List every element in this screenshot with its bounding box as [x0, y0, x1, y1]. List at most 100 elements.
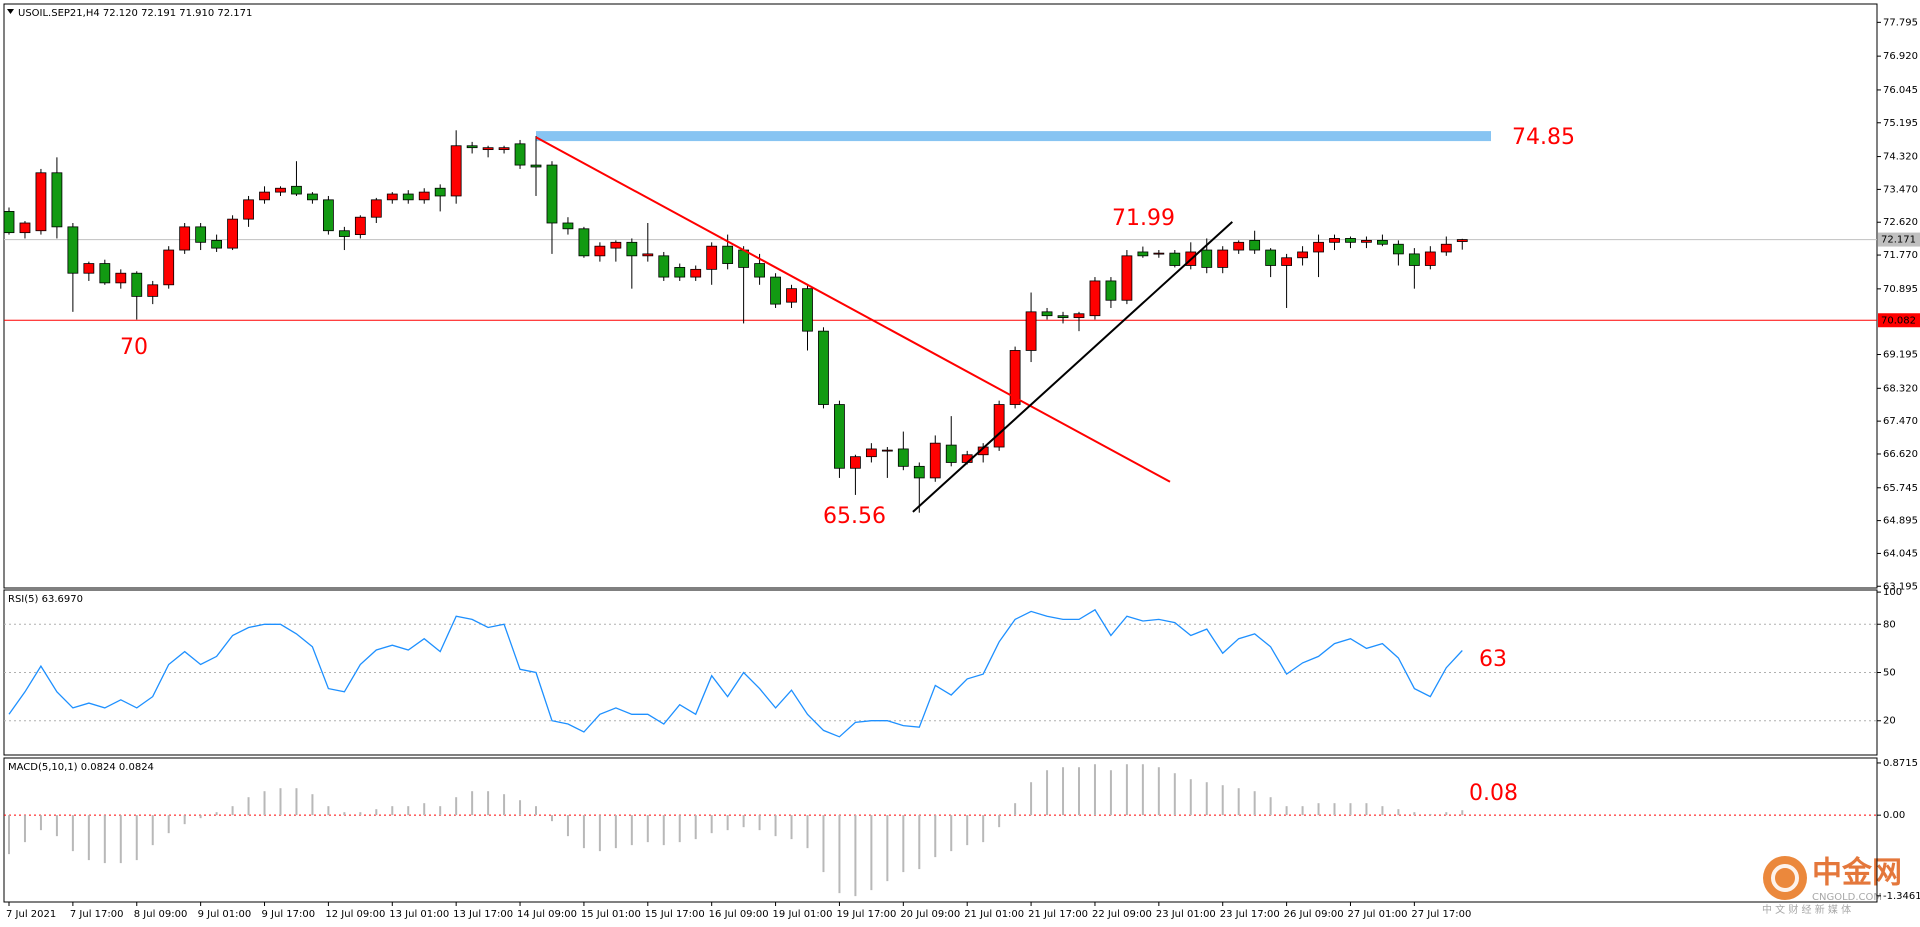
- x-tick-label: 27 Jul 17:00: [1411, 909, 1471, 920]
- candle-body: [913, 465, 925, 479]
- price-badge: [1878, 232, 1920, 247]
- y-tick-label: 65.745: [1883, 483, 1918, 494]
- y-tick-label: 76.045: [1883, 85, 1918, 96]
- y-tick-label: 74.320: [1883, 152, 1918, 163]
- candle-body: [1297, 251, 1308, 259]
- candle-body: [115, 272, 127, 284]
- candle-body: [402, 193, 414, 201]
- watermark-site: CNGOLD.COM: [1812, 892, 1882, 903]
- y-tick-label: 100: [1883, 587, 1902, 598]
- annotation: 71.99: [1112, 206, 1175, 231]
- candle-body: [834, 404, 845, 469]
- x-tick-label: 7 Jul 17:00: [70, 909, 124, 920]
- panel-title: USOIL.SEP21,H4 72.120 72.191 71.910 72.1…: [18, 8, 252, 19]
- x-tick-label: 23 Jul 17:00: [1220, 909, 1280, 920]
- x-tick-label: 8 Jul 09:00: [134, 909, 188, 920]
- candle-body: [1073, 313, 1085, 319]
- candle-body: [386, 193, 398, 201]
- candle-body: [1408, 253, 1420, 266]
- x-tick-label: 7 Jul 2021: [6, 909, 56, 920]
- candle-body: [195, 226, 207, 243]
- candle-body: [1377, 239, 1388, 245]
- candle-body: [3, 211, 15, 234]
- candle-body: [562, 222, 574, 230]
- candle-body: [818, 330, 829, 405]
- candle-body: [418, 191, 430, 201]
- x-tick-label: 15 Jul 01:00: [581, 909, 641, 920]
- candle-body: [1361, 239, 1372, 243]
- candle-body: [945, 444, 957, 463]
- candle-body: [179, 226, 191, 251]
- logo-mark: [1771, 864, 1799, 892]
- candle-body: [211, 239, 223, 249]
- candle-body: [578, 228, 590, 257]
- y-tick-label: 77.795: [1883, 17, 1918, 28]
- candle-body: [1121, 255, 1133, 301]
- candle-body: [354, 216, 366, 235]
- candle-body: [163, 249, 175, 286]
- candle-body: [67, 226, 79, 274]
- resistance-zone: [536, 131, 1491, 142]
- candle-body: [626, 241, 638, 257]
- annotation: 65.56: [823, 504, 886, 529]
- x-tick-label: 13 Jul 01:00: [389, 909, 449, 920]
- y-tick-label: 75.195: [1883, 118, 1918, 129]
- candle-body: [1424, 251, 1436, 266]
- panel-title: RSI(5) 63.6970: [8, 594, 83, 605]
- y-tick-label: -1.3461: [1883, 891, 1920, 902]
- x-tick-label: 15 Jul 17:00: [645, 909, 705, 920]
- candle-body: [1329, 238, 1340, 243]
- candle-body: [83, 263, 95, 274]
- x-tick-label: 19 Jul 17:00: [836, 909, 896, 920]
- candle-body: [259, 191, 270, 201]
- rsi-line: [8, 608, 1463, 738]
- candle-body: [243, 199, 254, 220]
- candle-body: [338, 230, 350, 237]
- x-tick-label: 21 Jul 01:00: [964, 909, 1024, 920]
- candle-body: [1281, 257, 1292, 266]
- x-tick-label: 21 Jul 17:00: [1028, 909, 1088, 920]
- candle-body: [1025, 311, 1037, 351]
- y-tick-label: 71.770: [1883, 250, 1918, 261]
- trend-line: [535, 136, 1171, 483]
- candle-body: [19, 222, 31, 234]
- menu-icon: [7, 9, 14, 14]
- candle-body: [1201, 249, 1213, 268]
- price-badge-label: 70.082: [1881, 315, 1916, 326]
- y-tick-label: 0.00: [1883, 810, 1905, 821]
- y-tick-label: 66.620: [1883, 449, 1918, 460]
- candle-body: [1345, 238, 1356, 243]
- y-tick-label: 64.045: [1883, 548, 1918, 559]
- candle-body: [1249, 239, 1261, 251]
- candle-body: [450, 145, 462, 197]
- candle-body: [881, 449, 893, 452]
- candle-body: [1169, 252, 1181, 266]
- candle-body: [1265, 249, 1277, 266]
- candle-body: [307, 193, 318, 201]
- candle-body: [1392, 243, 1404, 255]
- candle-body: [722, 245, 734, 264]
- candle-body: [434, 187, 446, 197]
- trend-line: [912, 221, 1233, 513]
- y-tick-label: 68.320: [1883, 383, 1918, 394]
- candle-body: [514, 143, 526, 166]
- candle-body: [498, 147, 510, 151]
- x-tick-label: 19 Jul 01:00: [773, 909, 833, 920]
- candle-body: [1041, 311, 1053, 317]
- candle-body: [482, 147, 494, 151]
- candle-body: [1313, 241, 1324, 253]
- candle-body: [35, 172, 47, 232]
- annotation: 63: [1479, 647, 1507, 672]
- panel-title: MACD(5,10,1) 0.0824 0.0824: [8, 762, 154, 773]
- annotation: 70: [120, 335, 148, 360]
- panel-border: [3, 3, 1878, 589]
- panel-border: [3, 757, 1878, 903]
- y-tick-label: 72.620: [1883, 217, 1918, 228]
- candle-body: [1105, 280, 1117, 301]
- y-tick-label: 64.895: [1883, 516, 1918, 527]
- watermark-slogan: 中 文 财 经 新 媒 体: [1762, 903, 1851, 916]
- price-badge-label: 72.171: [1881, 235, 1916, 246]
- y-tick-label: 50: [1883, 668, 1896, 679]
